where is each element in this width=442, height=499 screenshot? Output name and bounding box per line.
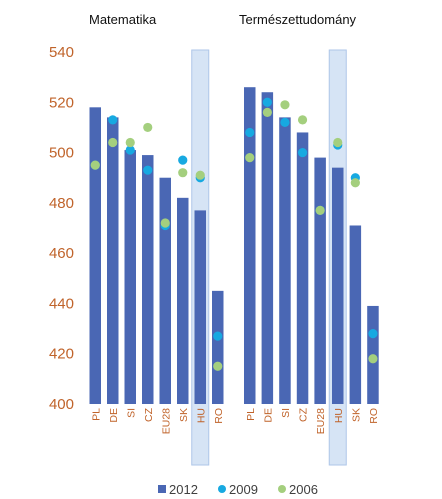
marker-2009-de bbox=[262, 97, 272, 107]
panel-title: Matematika bbox=[89, 12, 157, 27]
x-tick-label: EU28 bbox=[315, 408, 327, 434]
marker-2009-ro bbox=[213, 331, 223, 341]
legend-swatch bbox=[218, 485, 226, 493]
bar-ro bbox=[212, 290, 224, 404]
marker-2006-de bbox=[108, 137, 118, 148]
bar-sk bbox=[349, 225, 362, 404]
y-tick-label: 520 bbox=[49, 94, 74, 111]
marker-2006-ro bbox=[368, 354, 378, 364]
y-axis: 400 420 440 460 480 500 520 540 bbox=[49, 44, 74, 413]
bar-si bbox=[279, 117, 291, 404]
marker-2006-hu bbox=[195, 170, 205, 180]
bar-eu28 bbox=[314, 157, 326, 404]
bar-si bbox=[124, 150, 136, 404]
bar-sk bbox=[177, 197, 189, 404]
x-tick-label: DE bbox=[108, 408, 120, 423]
marker-2009-de bbox=[108, 115, 118, 125]
bar-de bbox=[107, 117, 119, 404]
marker-2009-cz bbox=[297, 147, 308, 158]
marker-2006-sk bbox=[350, 178, 360, 188]
marker-2006-pl bbox=[90, 160, 100, 170]
marker-2009-cz bbox=[143, 165, 153, 175]
legend-label: 2006 bbox=[289, 482, 318, 497]
marker-2006-de bbox=[262, 107, 272, 117]
legend-item-2012: 2012 bbox=[158, 482, 198, 497]
y-tick-label: 420 bbox=[49, 346, 74, 363]
marker-2006-ro bbox=[213, 361, 223, 371]
x-tick-label: SI bbox=[280, 408, 292, 418]
bar-pl bbox=[89, 107, 101, 405]
marker-2006-eu28 bbox=[160, 218, 170, 228]
marker-2006-si bbox=[280, 100, 290, 110]
marker-2006-sk bbox=[178, 168, 188, 178]
marker-2006-pl bbox=[245, 153, 255, 163]
bar-cz bbox=[142, 155, 154, 404]
panel-matematika: Matematika PL DE SI CZ EU28 SK HU RO bbox=[89, 12, 225, 466]
legend-swatch bbox=[278, 485, 286, 493]
marker-2006-hu bbox=[333, 137, 343, 148]
bar-hu bbox=[194, 210, 206, 404]
bar-pl bbox=[244, 87, 256, 404]
legend: 2012 2009 2006 bbox=[158, 482, 318, 497]
legend-item-2006: 2006 bbox=[278, 482, 318, 497]
x-tick-label: RO bbox=[368, 408, 380, 424]
y-tick-label: 460 bbox=[49, 245, 74, 262]
x-tick-label: SK bbox=[178, 408, 190, 422]
y-tick-label: 540 bbox=[49, 44, 74, 61]
bar-cz bbox=[296, 132, 309, 404]
marker-2006-eu28 bbox=[315, 205, 325, 215]
legend-swatch bbox=[158, 485, 166, 493]
legend-label: 2009 bbox=[229, 482, 258, 497]
panel-termeszettudomany: Természettudomány PL DE SI CZ EU28 HU SK RO bbox=[239, 12, 380, 466]
x-tick-label: DE bbox=[262, 408, 274, 423]
x-tick-label: PL bbox=[90, 408, 102, 421]
x-tick-label: PL bbox=[245, 408, 257, 421]
bar-hu bbox=[332, 167, 344, 404]
legend-item-2009: 2009 bbox=[218, 482, 258, 497]
marker-2009-si bbox=[125, 145, 135, 155]
x-tick-label: HU bbox=[333, 408, 345, 423]
y-tick-label: 400 bbox=[49, 396, 74, 413]
y-tick-label: 480 bbox=[49, 195, 74, 212]
marker-2006-si bbox=[125, 137, 135, 148]
bar-eu28 bbox=[159, 177, 171, 404]
panel-title: Természettudomány bbox=[239, 12, 357, 27]
y-tick-label: 500 bbox=[49, 145, 74, 162]
x-tick-label: SI bbox=[125, 408, 137, 418]
legend-label: 2012 bbox=[169, 482, 198, 497]
marker-2009-si bbox=[280, 117, 290, 127]
marker-2006-cz bbox=[143, 122, 153, 133]
y-tick-label: 440 bbox=[49, 295, 74, 312]
marker-2009-sk bbox=[178, 155, 188, 165]
x-tick-label: EU28 bbox=[160, 408, 172, 434]
x-tick-label: CZ bbox=[143, 407, 155, 422]
x-tick-label: RO bbox=[213, 408, 225, 424]
marker-2009-ro bbox=[368, 329, 378, 339]
x-tick-label: SK bbox=[350, 408, 362, 422]
bar-de bbox=[261, 92, 274, 404]
marker-2009-pl bbox=[245, 127, 255, 138]
marker-2006-cz bbox=[297, 115, 308, 125]
x-tick-label: HU bbox=[195, 408, 207, 423]
x-tick-label: CZ bbox=[298, 407, 310, 422]
